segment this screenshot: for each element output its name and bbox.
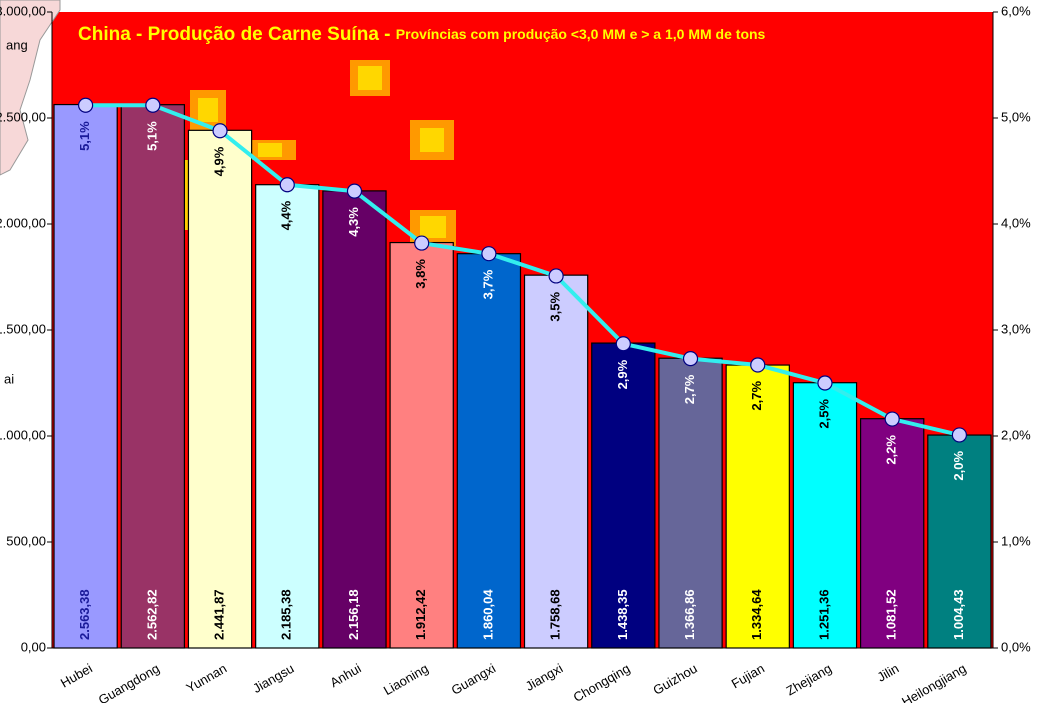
bar-value-label: 1.912,42 — [413, 589, 428, 640]
share-marker — [346, 183, 363, 199]
share-marker — [78, 97, 94, 113]
x-tick-label: Jiangxi — [523, 661, 566, 694]
x-tick-label: Jiangsu — [250, 661, 296, 696]
share-marker — [548, 268, 564, 284]
share-marker — [481, 246, 497, 262]
y-tick-label: 500,00 — [6, 533, 46, 548]
share-marker — [414, 235, 430, 251]
bar-value-label: 2.156,18 — [346, 589, 361, 640]
share-marker — [615, 336, 631, 352]
bar-value-label: 2.563,38 — [77, 589, 92, 640]
y2-tick-label: 2,0% — [1001, 427, 1031, 442]
bar-value-label: 1.334,64 — [749, 589, 764, 640]
bar-value-label: 1.438,35 — [615, 589, 630, 640]
bar-value-label: 1.251,36 — [816, 589, 831, 640]
x-tick-label: Guangxi — [449, 661, 499, 698]
bar-value-label: 1.860,04 — [480, 589, 495, 640]
bar — [456, 253, 522, 649]
share-label: 5,1% — [144, 121, 159, 151]
bar-value-label: 2.562,82 — [144, 589, 159, 640]
y-tick-label: 2.000,00 — [0, 215, 46, 230]
share-label: 2,0% — [951, 451, 966, 481]
bar — [859, 418, 925, 649]
bar-value-label: 1.366,86 — [682, 589, 697, 640]
y-tick-label: 2.500,00 — [0, 109, 46, 124]
x-tick-label: Fujian — [729, 661, 767, 692]
share-label: 3,7% — [480, 269, 495, 299]
y-tick-label: 0,00 — [21, 639, 46, 654]
bar — [523, 274, 589, 649]
bar — [725, 364, 790, 649]
share-marker — [951, 427, 967, 443]
x-tick-label: Jilin — [874, 661, 901, 685]
map-label: ai — [4, 371, 14, 386]
bar — [255, 184, 320, 649]
y2-tick-label: 4,0% — [1001, 215, 1031, 230]
y2-tick-label: 0,0% — [1001, 639, 1031, 654]
share-label: 2,2% — [884, 435, 899, 465]
map-label: ang — [6, 37, 28, 52]
x-tick-label: Heilongjiang — [899, 661, 968, 703]
share-marker — [884, 411, 900, 427]
share-marker — [750, 357, 766, 373]
x-tick-label: Liaoning — [381, 661, 431, 699]
bar — [792, 382, 858, 649]
share-marker — [817, 375, 833, 391]
y2-tick-label: 6,0% — [1001, 3, 1031, 18]
bar — [591, 342, 656, 649]
bar-value-label: 1.004,43 — [951, 589, 966, 640]
x-tick-label: Guangdong — [96, 661, 162, 703]
share-label: 3,8% — [413, 259, 428, 289]
share-label: 5,1% — [77, 121, 92, 151]
y2-tick-label: 3,0% — [1001, 321, 1031, 336]
x-tick-label: Yunnan — [184, 661, 230, 696]
share-label: 2,7% — [749, 381, 764, 411]
x-tick-label: Anhui — [327, 661, 363, 691]
title: China - Produção de Carne Suína - — [78, 24, 396, 45]
share-marker — [682, 351, 699, 367]
share-label: 4,9% — [211, 146, 226, 176]
share-marker — [212, 123, 228, 139]
share-label: 4,3% — [346, 207, 361, 237]
x-tick-label: Guizhou — [650, 661, 699, 698]
chart-title: China - Produção de Carne Suína - Provín… — [78, 24, 766, 45]
y2-tick-label: 1,0% — [1001, 533, 1031, 548]
bar — [120, 104, 186, 649]
bar — [658, 357, 723, 649]
bar — [322, 190, 387, 649]
bar — [53, 103, 118, 649]
y-tick-label: 1.000,00 — [0, 427, 46, 442]
bar — [187, 129, 253, 649]
bar — [927, 434, 992, 649]
subtitle: Províncias com produção <3,0 MM e > a 1,… — [396, 26, 766, 42]
map-fragment — [0, 0, 61, 176]
x-tick-label: Chongqing — [571, 661, 633, 703]
share-label: 2,7% — [682, 374, 697, 404]
bar — [389, 241, 454, 649]
share-label: 3,5% — [548, 292, 563, 322]
share-label: 2,5% — [816, 399, 831, 429]
bar-value-label: 1.081,52 — [884, 589, 899, 640]
bar-value-label: 2.441,87 — [211, 589, 226, 640]
bar-value-label: 1.758,68 — [548, 589, 563, 640]
share-line — [85, 103, 960, 437]
y-tick-label: 3.000,00 — [0, 3, 46, 18]
bar-value-label: 2.185,38 — [279, 589, 294, 640]
x-tick-label: Zhejiang — [783, 661, 834, 699]
y-tick-label: 1.500,00 — [0, 321, 46, 336]
share-label: 4,4% — [279, 200, 294, 230]
y2-tick-label: 5,0% — [1001, 109, 1031, 124]
share-marker — [279, 177, 295, 193]
share-marker — [145, 97, 161, 113]
x-tick-label: Hubei — [58, 661, 95, 691]
share-label: 2,9% — [615, 359, 630, 389]
